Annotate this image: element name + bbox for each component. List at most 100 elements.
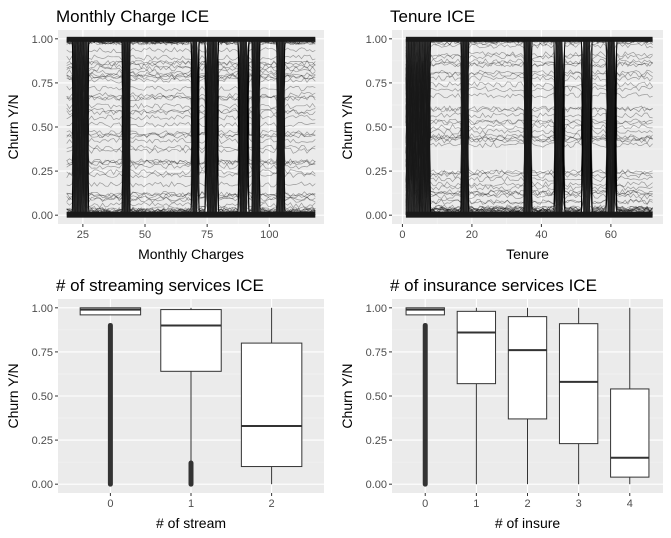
box-body — [160, 309, 222, 372]
monthly-charge-ice-curve — [66, 38, 316, 179]
box-body — [405, 307, 445, 316]
monthly-charge-ice-curve — [66, 114, 316, 216]
insurance-box-1 — [456, 307, 497, 485]
tenure-ice-curves — [405, 36, 653, 218]
tenure-x-tick-label: 40 — [535, 229, 547, 241]
tenure-ice-drop-region — [555, 38, 563, 216]
monthly-charge-x-tick-label: 25 — [77, 229, 89, 241]
monthly-charge-ice-curve — [66, 109, 316, 216]
streaming-y-tick-label: 0.75 — [32, 347, 53, 359]
tenure-title: Tenure ICE — [390, 7, 475, 26]
monthly-charge-ice-curve — [66, 60, 316, 202]
monthly-charge-ice-curve — [66, 94, 316, 216]
streaming-title: # of streaming services ICE — [56, 276, 264, 295]
insurance-box-2 — [507, 307, 548, 485]
box-body — [507, 316, 548, 420]
insurance-x-tick-label: 2 — [524, 498, 530, 510]
tenure-x-tick-label: 0 — [399, 229, 405, 241]
streaming-box-2 — [240, 307, 303, 485]
box-body — [558, 323, 599, 445]
monthly-charge-ice-curve — [66, 60, 316, 216]
monthly-charge-ice-curve — [66, 74, 316, 216]
monthly-charge-ice-curve — [66, 107, 316, 216]
monthly-charge-ice-curve — [66, 71, 316, 216]
monthly-charge-y-axis-label: Churn Y/N — [5, 94, 21, 159]
box-body — [456, 310, 497, 385]
insurance-y-tick-label: 0.00 — [366, 479, 387, 491]
monthly-charge-ice-curve — [66, 54, 316, 212]
tenure-x-axis-label: Tenure — [506, 246, 549, 262]
monthly-charge-ice-drop-region — [276, 38, 285, 216]
insurance-y-tick-label: 0.75 — [366, 347, 387, 359]
monthly-charge-ice-curve — [66, 38, 316, 177]
box-body — [240, 342, 303, 468]
streaming-x-tick-label: 2 — [269, 498, 275, 510]
insurance-x-tick-label: 4 — [627, 498, 633, 510]
tenure-x-tick-label: 20 — [466, 229, 478, 241]
monthly-charge-ice-curve — [66, 38, 316, 171]
insurance-box-4 — [610, 307, 650, 485]
monthly-charge-ice-curve — [66, 95, 316, 216]
streaming-y-tick-label: 0.50 — [32, 391, 53, 403]
tenure-ice-drop-region — [583, 38, 591, 216]
monthly-charge-panel: Monthly Charge ICE 0.00 0.25 0.50 0.75 1.00 Ch… — [5, 7, 324, 262]
insurance-y-tick-label: 0.50 — [366, 391, 387, 403]
tenure-y-tick-label: 0.00 — [366, 210, 387, 222]
monthly-charge-y-tick-label: 1.00 — [32, 34, 53, 46]
monthly-charge-ice-curve — [66, 38, 316, 140]
monthly-charge-ice-curve — [66, 46, 316, 208]
streaming-panel: # of streaming services ICE 0.00 0.25 0.50 0… — [5, 276, 324, 531]
insurance-x-tick-label: 3 — [576, 498, 582, 510]
monthly-charge-ice-curve — [66, 62, 316, 216]
monthly-charge-ice-curve — [66, 43, 316, 198]
streaming-y-axis-label: Churn Y/N — [5, 363, 21, 428]
streaming-x-tick-label: 0 — [107, 498, 113, 510]
streaming-box-0 — [79, 307, 142, 487]
monthly-charge-y-tick-label: 0.25 — [32, 166, 53, 178]
monthly-charge-ice-curve — [66, 38, 316, 151]
monthly-charge-ice-curve — [66, 38, 316, 145]
monthly-charge-ice-curve — [66, 64, 316, 216]
monthly-charge-ice-curve — [66, 121, 316, 216]
monthly-charge-x-axis-label: Monthly Charges — [138, 246, 244, 262]
monthly-charge-y-tick-label: 0.00 — [32, 210, 53, 222]
monthly-charge-ice-drop-region — [207, 38, 218, 216]
insurance-panel: # of insurance services ICE 0.00 0.25 0.50 0… — [339, 276, 663, 531]
tenure-ice-drop-region — [405, 38, 431, 216]
monthly-charge-ice-drop-region — [72, 38, 88, 216]
monthly-charge-ice-curve — [66, 37, 316, 166]
monthly-charge-ice-curve — [66, 37, 316, 136]
monthly-charge-y-tick-label: 0.50 — [32, 122, 53, 134]
monthly-charge-ice-drop-region — [122, 38, 131, 216]
monthly-charge-ice-drop-region — [251, 38, 260, 216]
tenure-y-tick-label: 1.00 — [366, 34, 387, 46]
insurance-title: # of insurance services ICE — [390, 276, 597, 295]
streaming-x-axis-label: # of stream — [156, 515, 226, 531]
tenure-x-tick-label: 60 — [605, 229, 617, 241]
monthly-charge-x-tick-label: 50 — [139, 229, 151, 241]
monthly-charge-ice-drop-region — [192, 38, 198, 216]
monthly-charge-ice-curve — [66, 77, 316, 216]
tenure-y-tick-label: 0.75 — [366, 78, 387, 90]
box-body — [79, 307, 142, 316]
streaming-x-tick-label: 1 — [188, 498, 194, 510]
insurance-x-tick-label: 0 — [422, 498, 428, 510]
tenure-ice-drop-region — [461, 38, 469, 216]
monthly-charge-ice-bottom-band — [66, 211, 316, 218]
monthly-charge-ice-curve — [66, 38, 316, 200]
insurance-y-tick-label: 1.00 — [366, 303, 387, 315]
monthly-charge-ice-curve — [66, 73, 316, 216]
streaming-y-tick-label: 0.25 — [32, 435, 53, 447]
insurance-box-3 — [558, 307, 599, 485]
monthly-charge-ice-curve — [66, 69, 316, 216]
monthly-charge-x-tick-label: 100 — [260, 229, 278, 241]
monthly-charge-ice-curve — [66, 59, 316, 209]
tenure-panel: Tenure ICE 0.00 0.25 0.50 0.75 1.00 Churn Y/N T… — [339, 7, 663, 262]
monthly-charge-ice-curve — [66, 57, 316, 214]
monthly-charge-ice-top-band — [66, 36, 316, 42]
monthly-charge-ice-curve — [66, 56, 316, 213]
tenure-y-tick-label: 0.50 — [366, 122, 387, 134]
monthly-charge-ice-curve — [66, 102, 316, 216]
monthly-charge-ice-curve — [66, 38, 316, 166]
